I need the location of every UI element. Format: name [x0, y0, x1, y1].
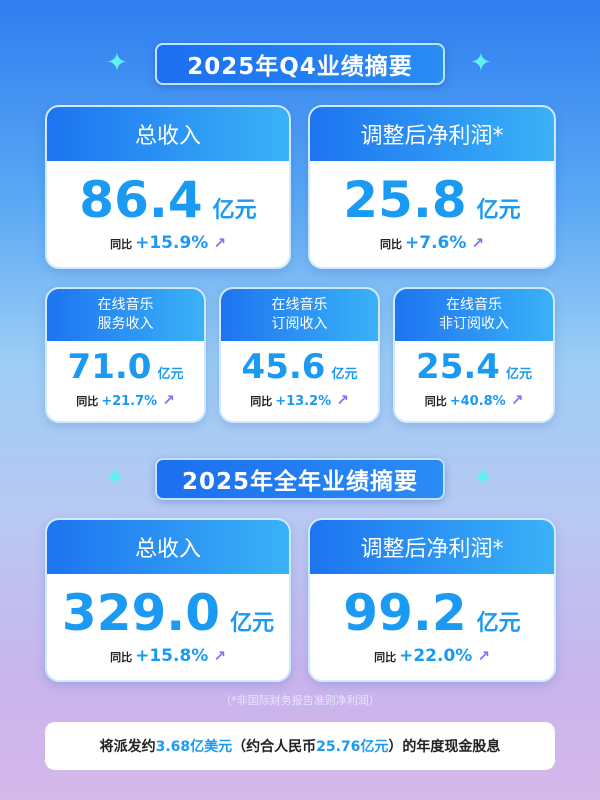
unit: 亿元 [331, 367, 358, 382]
card-title: 调整后净利润* [310, 520, 554, 574]
yoy-label: 同比 [424, 395, 447, 408]
trend-up-icon: ↗ [213, 234, 226, 252]
fy-net-profit-card: 调整后净利润* 99.2 亿元 同比 +22.0% ↗ [308, 518, 556, 682]
dividend-text-3: ）的年度现金股息 [388, 739, 501, 755]
trend-up-icon: ↗ [213, 647, 226, 665]
unit: 亿元 [505, 367, 532, 382]
value: 25.4 [416, 347, 500, 387]
dividend-rmb: 25.76亿元 [316, 739, 389, 755]
dividend-banner: 将派发约 3.68亿美元 （约合人民币 25.76亿元 ）的年度现金股息 [45, 722, 555, 770]
dividend-text-2: （约合人民币 [232, 739, 317, 755]
trend-up-icon: ↗ [162, 391, 175, 409]
yoy-value: +7.6% [405, 233, 467, 253]
yoy-value: +40.8% [449, 394, 506, 409]
sparkle-icon: ✦ [104, 463, 126, 493]
yoy-label: 同比 [110, 651, 133, 664]
value: 45.6 [241, 347, 326, 387]
fy-section-title: 2025年全年业绩摘要 [155, 458, 445, 500]
unit: 亿元 [230, 611, 275, 636]
sparkle-icon: ✦ [106, 48, 128, 78]
card-title: 调整后净利润* [310, 107, 554, 161]
yoy-label: 同比 [380, 238, 402, 251]
card-title-line1: 在线音乐 [271, 297, 328, 313]
unit: 亿元 [476, 198, 521, 223]
yoy-value: +21.7% [101, 394, 158, 409]
yoy-label: 同比 [110, 238, 133, 251]
sparkle-icon: ✦ [472, 463, 494, 493]
q4-non-subscription-card: 在线音乐非订阅收入 25.4 亿元 同比 +40.8% ↗ [393, 287, 555, 423]
yoy-value: +22.0% [399, 646, 473, 666]
yoy-label: 同比 [76, 395, 99, 408]
q4-music-service-card: 在线音乐服务收入 71.0 亿元 同比 +21.7% ↗ [45, 287, 206, 423]
trend-up-icon: ↗ [477, 647, 490, 665]
card-title: 总收入 [47, 107, 289, 161]
sparkle-icon: ✦ [470, 48, 492, 78]
yoy-value: +15.8% [135, 646, 209, 666]
card-title-line2: 订阅收入 [271, 316, 328, 332]
trend-up-icon: ↗ [336, 391, 349, 409]
card-title-line2: 非订阅收入 [439, 316, 509, 332]
trend-up-icon: ↗ [471, 234, 484, 252]
card-title-line1: 在线音乐 [97, 297, 154, 313]
yoy-value: +13.2% [275, 394, 332, 409]
q4-section-title: 2025年Q4业绩摘要 [155, 43, 445, 85]
value: 329.0 [61, 584, 221, 642]
fy-revenue-card: 总收入 329.0 亿元 同比 +15.8% ↗ [45, 518, 291, 682]
q4-net-profit-card: 调整后净利润* 25.8 亿元 同比 +7.6% ↗ [308, 105, 556, 269]
unit: 亿元 [212, 198, 257, 223]
card-title: 总收入 [47, 520, 289, 574]
dividend-usd: 3.68亿美元 [155, 739, 233, 755]
q4-subscription-card: 在线音乐订阅收入 45.6 亿元 同比 +13.2% ↗ [219, 287, 380, 423]
yoy-value: +15.9% [135, 233, 209, 253]
yoy-label: 同比 [374, 651, 397, 664]
value: 99.2 [343, 584, 467, 642]
footnote: （*非国际财务报告准则净利润） [220, 694, 380, 707]
value: 86.4 [79, 171, 203, 229]
yoy-label: 同比 [250, 395, 273, 408]
value: 71.0 [67, 347, 152, 387]
q4-revenue-card: 总收入 86.4 亿元 同比 +15.9% ↗ [45, 105, 291, 269]
unit: 亿元 [157, 367, 184, 382]
trend-up-icon: ↗ [510, 391, 524, 409]
unit: 亿元 [476, 611, 521, 636]
card-title-line1: 在线音乐 [446, 297, 502, 313]
card-title-line2: 服务收入 [97, 316, 154, 332]
value: 25.8 [343, 171, 467, 229]
dividend-text-1: 将派发约 [99, 739, 156, 755]
